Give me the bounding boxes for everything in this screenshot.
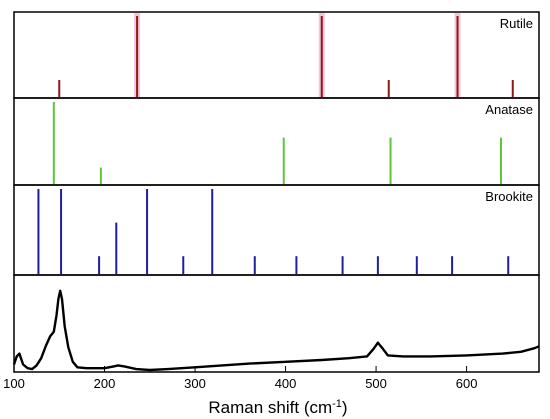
panel-rutile: Rutile (13, 11, 540, 99)
spectrum-line (12, 289, 540, 372)
panel-frame-brookite (13, 184, 540, 276)
x-tick-label-400: 400 (275, 376, 297, 391)
panel-label-brookite: Brookite (485, 189, 533, 204)
x-axis-ticks: 100 200 300 400 500 600 (3, 366, 477, 391)
panel-label-anatase: Anatase (485, 102, 533, 117)
panel-measured (12, 274, 540, 373)
x-tick-label-600: 600 (456, 376, 478, 391)
x-tick-label-500: 500 (365, 376, 387, 391)
x-tick-label-300: 300 (184, 376, 206, 391)
panel-anatase: Anatase (13, 97, 540, 186)
x-tick-label-200: 200 (94, 376, 116, 391)
panel-frame-anatase (13, 97, 540, 186)
x-tick-label-100: 100 (3, 376, 25, 391)
panel-brookite: Brookite (13, 184, 540, 276)
panel-frame-measured (13, 274, 540, 373)
x-axis-title: Raman shift (cm-1) (208, 398, 347, 417)
panel-label-rutile: Rutile (500, 16, 533, 31)
panels-layer: Rutile Anatase Brookite (12, 11, 540, 373)
